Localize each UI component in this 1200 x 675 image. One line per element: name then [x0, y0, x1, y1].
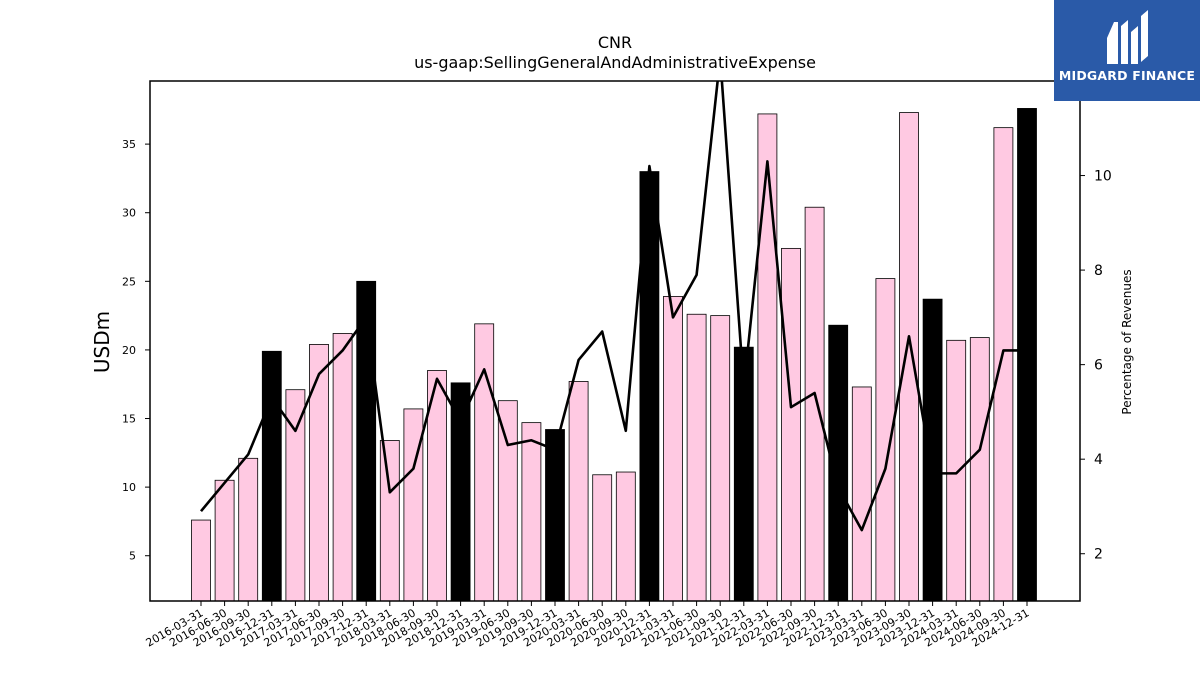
bar-2017-06-30 [309, 344, 329, 602]
bar-2016-09-30 [238, 457, 259, 602]
y-tick-label: 35 [122, 138, 136, 151]
bar-2018-03-31 [379, 440, 400, 602]
y2-tick-label: 8 [1094, 263, 1103, 279]
bar-2023-12-31 [922, 298, 943, 602]
percentage-line [200, 81, 1027, 532]
right-axis: 2 4 6 8 10 [1080, 169, 1112, 563]
chart-subtitle: us-gaap:SellingGeneralAndAdministrativeE… [414, 53, 816, 72]
plot-frame [149, 80, 1081, 602]
bar-series [191, 108, 1037, 602]
y-tick-label: 30 [122, 207, 136, 220]
bar-2023-03-31 [851, 386, 872, 602]
brand-name: MIDGARD FINANCE [1058, 68, 1196, 83]
bar-2021-03-31 [663, 296, 683, 602]
y-tick-label: 5 [129, 550, 136, 563]
y2-tick-label: 10 [1094, 169, 1112, 185]
bar-2016-03-31 [191, 519, 211, 602]
bar-2024-09-30 [993, 127, 1014, 602]
bar-2022-09-30 [804, 206, 825, 602]
y-tick-label: 15 [122, 413, 136, 426]
brand-logo: MIDGARD FINANCE [1054, 0, 1200, 101]
line-series [200, 81, 1027, 532]
bar-2019-06-30 [497, 400, 518, 602]
bar-2017-12-31 [356, 280, 377, 602]
bar-2018-12-31 [450, 382, 471, 602]
y-tick-label: 10 [122, 481, 136, 494]
x-axis: 2016-03-312016-06-302016-09-302016-12-31… [144, 601, 1032, 650]
bar-2024-12-31 [1017, 108, 1037, 602]
y-tick-label: 20 [122, 344, 136, 357]
bar-2023-09-30 [899, 112, 919, 602]
bar-2021-06-30 [686, 313, 707, 602]
bar-2019-03-31 [474, 323, 495, 602]
bar-2019-12-31 [545, 429, 565, 602]
y2-tick-label: 4 [1094, 452, 1103, 468]
bar-2024-06-30 [969, 337, 990, 602]
bar-2016-06-30 [214, 479, 235, 602]
midgard-logo-icon [1107, 10, 1148, 64]
y-tick-label: 25 [122, 275, 136, 288]
bar-2018-06-30 [403, 408, 424, 602]
bar-2020-06-30 [592, 474, 613, 602]
y2-axis-label: Percentage of Revenues [1120, 269, 1134, 414]
chart-title: CNR [598, 33, 632, 52]
bar-2023-06-30 [875, 278, 896, 602]
bar-2024-03-31 [946, 339, 967, 602]
bar-2021-09-30 [710, 315, 731, 602]
left-axis: 5 10 15 20 25 30 35 [122, 138, 150, 563]
y2-tick-label: 2 [1094, 547, 1103, 563]
bar-2022-06-30 [781, 247, 801, 602]
y-axis-label: USDm [90, 311, 114, 373]
bar-2019-09-30 [521, 422, 542, 602]
bar-2020-03-31 [568, 381, 589, 602]
bar-2022-03-31 [757, 113, 778, 602]
bar-2016-12-31 [261, 350, 282, 602]
bar-2017-09-30 [332, 333, 353, 602]
bar-2020-09-30 [615, 471, 636, 602]
y2-tick-label: 6 [1094, 358, 1103, 374]
